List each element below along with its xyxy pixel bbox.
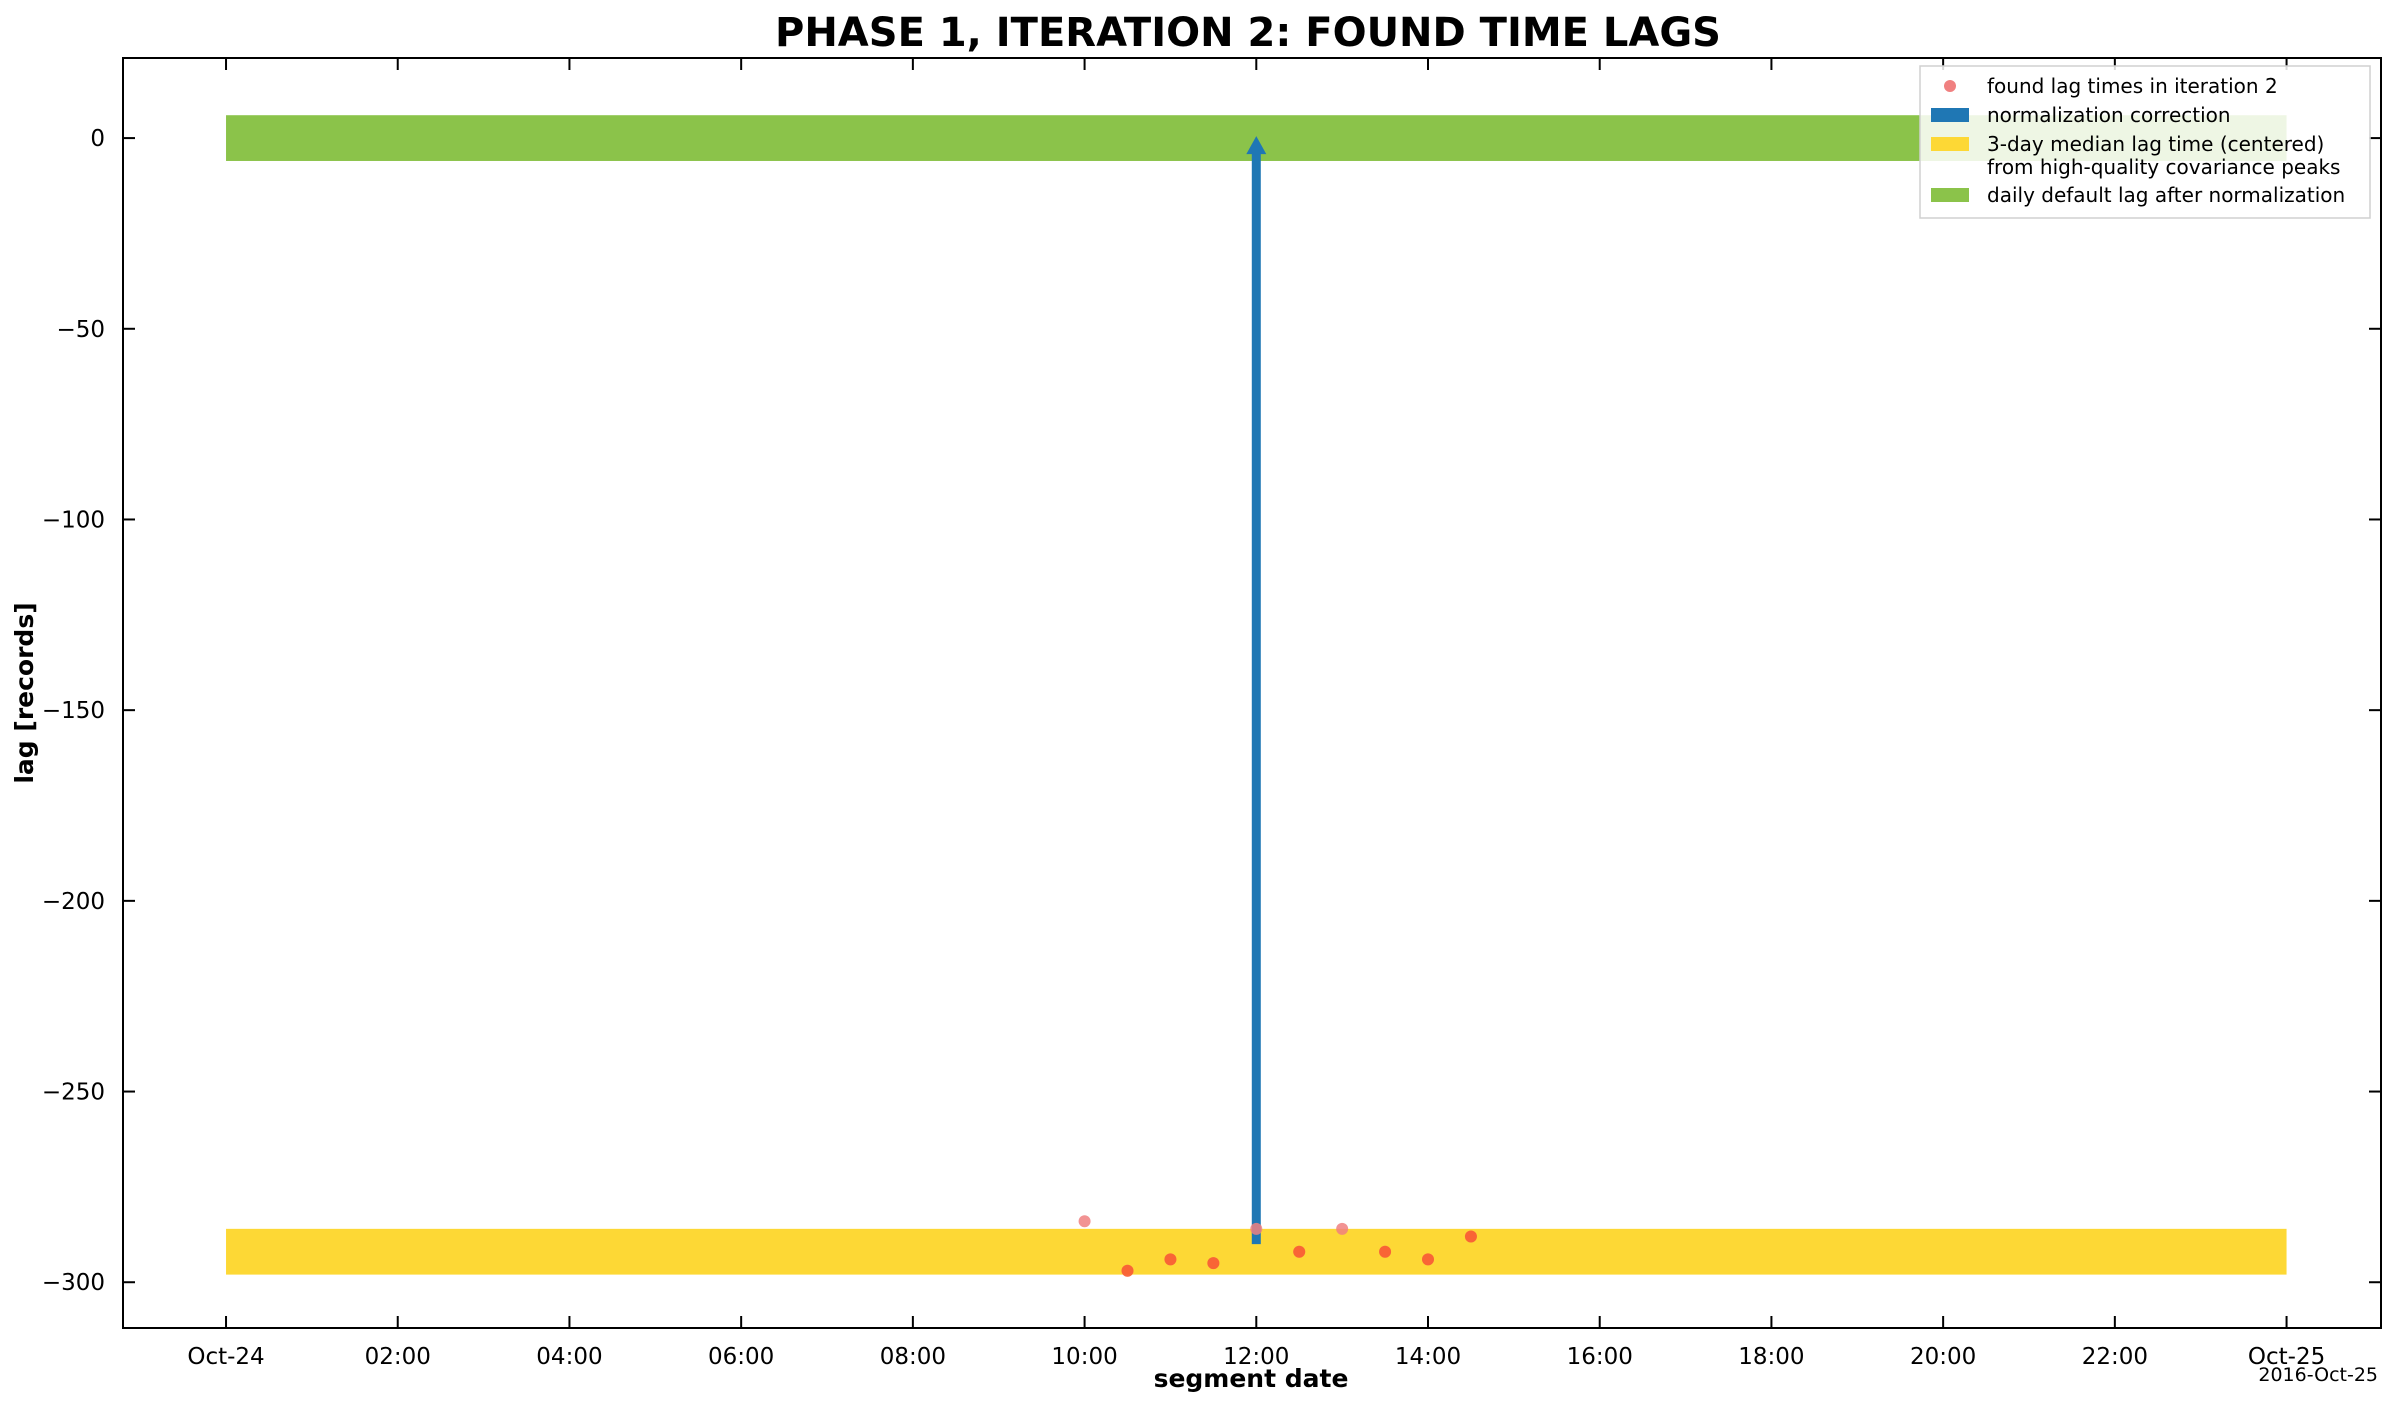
y-tick-label: −200 — [42, 889, 105, 915]
data-point-overlap — [1164, 1253, 1177, 1266]
x-tick-label: Oct-24 — [187, 1344, 264, 1370]
y-tick-label: 0 — [90, 126, 105, 152]
x-tick-label: 12:00 — [1223, 1344, 1289, 1370]
y-axis-ticks: 0 −50 −100 −150 −200 −250 −300 — [42, 126, 2381, 1296]
y-tick-label: −300 — [42, 1270, 105, 1296]
x-tick-label: 10:00 — [1051, 1344, 1117, 1370]
legend-marker-swatch — [1931, 137, 1969, 151]
data-point — [1336, 1222, 1349, 1235]
data-point-overlap — [1293, 1245, 1306, 1258]
legend-marker-swatch — [1931, 188, 1969, 202]
legend-label: 3-day median lag time (centered) — [1987, 132, 2324, 156]
legend-label: normalization correction — [1987, 103, 2231, 127]
y-tick-label: −150 — [42, 698, 105, 724]
arrow-layer — [1246, 136, 1267, 1245]
x-tick-label: 16:00 — [1567, 1344, 1633, 1370]
y-tick-label: −250 — [42, 1080, 105, 1106]
legend-label: from high-quality covariance peaks — [1987, 155, 2340, 179]
date-offset-label: 2016-Oct-25 — [2258, 1364, 2378, 1386]
legend: found lag times in iteration 2 normalizat… — [1919, 65, 2371, 219]
x-tick-label: 04:00 — [536, 1344, 602, 1370]
legend-label: daily default lag after normalization — [1987, 183, 2345, 207]
legend-label: found lag times in iteration 2 — [1987, 74, 2278, 98]
data-point — [1250, 1222, 1263, 1235]
legend-marker-dot — [1944, 80, 1956, 92]
x-tick-label: 20:00 — [1910, 1344, 1976, 1370]
legend-marker-swatch — [1931, 108, 1969, 122]
data-point-overlap — [1207, 1257, 1220, 1270]
scatter-points — [1078, 1215, 1477, 1277]
data-point-overlap — [1121, 1264, 1134, 1277]
data-point-overlap — [1422, 1253, 1435, 1266]
x-tick-label: Oct-25 — [2248, 1344, 2325, 1370]
data-point-overlap — [1464, 1230, 1477, 1243]
y-tick-label: −100 — [42, 507, 105, 533]
x-tick-label: 02:00 — [365, 1344, 431, 1370]
legend-box — [1919, 65, 2371, 219]
y-tick-label: −50 — [56, 317, 105, 343]
x-tick-label: 18:00 — [1738, 1344, 1804, 1370]
x-axis-ticks: Oct-24 02:00 04:00 06:00 08:00 10:00 12:00 14:0… — [187, 58, 2325, 1370]
x-tick-label: 06:00 — [708, 1344, 774, 1370]
x-tick-label: 14:00 — [1395, 1344, 1461, 1370]
x-tick-label: 08:00 — [880, 1344, 946, 1370]
data-point-overlap — [1379, 1245, 1392, 1258]
y-axis-label: lag [records] — [10, 602, 39, 783]
chart-title: PHASE 1, ITERATION 2: FOUND TIME LAGS — [775, 10, 1721, 56]
x-axis-label: segment date — [1154, 1364, 1349, 1393]
data-point — [1078, 1215, 1091, 1228]
correction-arrow-head — [1246, 136, 1267, 155]
x-tick-label: 22:00 — [2082, 1344, 2148, 1370]
